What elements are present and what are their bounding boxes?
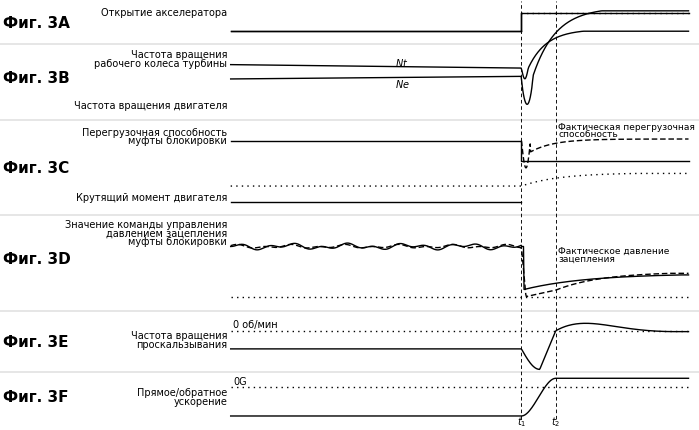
Text: $t_2$: $t_2$ <box>551 414 561 428</box>
Text: Фактическая перегрузочная: Фактическая перегрузочная <box>558 123 695 132</box>
Text: муфты блокировки: муфты блокировки <box>129 136 227 146</box>
Text: давлением зацепления: давлением зацепления <box>106 228 227 238</box>
Text: Крутящий момент двигателя: Крутящий момент двигателя <box>75 193 227 203</box>
Text: 0 об/мин: 0 об/мин <box>233 319 278 329</box>
Text: $Nt$: $Nt$ <box>396 57 409 69</box>
Text: зацепления: зацепления <box>558 255 615 264</box>
Text: рабочего колеса турбины: рабочего колеса турбины <box>94 59 227 69</box>
Text: Фиг. 3C: Фиг. 3C <box>3 160 70 175</box>
Text: Частота вращения: Частота вращения <box>131 330 227 340</box>
Text: Фиг. 3D: Фиг. 3D <box>3 252 71 267</box>
Text: муфты блокировки: муфты блокировки <box>129 237 227 247</box>
Text: Значение команды управления: Значение команды управления <box>65 219 227 230</box>
Text: $t_1$: $t_1$ <box>517 414 526 428</box>
Text: Фиг. 3E: Фиг. 3E <box>3 335 69 349</box>
Text: 0G: 0G <box>233 376 247 386</box>
Text: Частота вращения двигателя: Частота вращения двигателя <box>73 100 227 111</box>
Text: Фиг. 3A: Фиг. 3A <box>3 16 71 31</box>
Text: Перегрузочная способность: Перегрузочная способность <box>82 127 227 138</box>
Text: проскальзывания: проскальзывания <box>136 339 227 350</box>
Text: $Ne$: $Ne$ <box>396 77 410 89</box>
Text: Частота вращения: Частота вращения <box>131 49 227 60</box>
Text: Открытие акселератора: Открытие акселератора <box>101 8 227 18</box>
Text: способность: способность <box>558 130 618 139</box>
Text: Фактическое давление: Фактическое давление <box>558 246 670 255</box>
Text: Прямое/обратное: Прямое/обратное <box>137 387 227 397</box>
Text: Фиг. 3B: Фиг. 3B <box>3 71 70 86</box>
Text: ускорение: ускорение <box>173 396 227 406</box>
Text: Фиг. 3F: Фиг. 3F <box>3 389 69 404</box>
